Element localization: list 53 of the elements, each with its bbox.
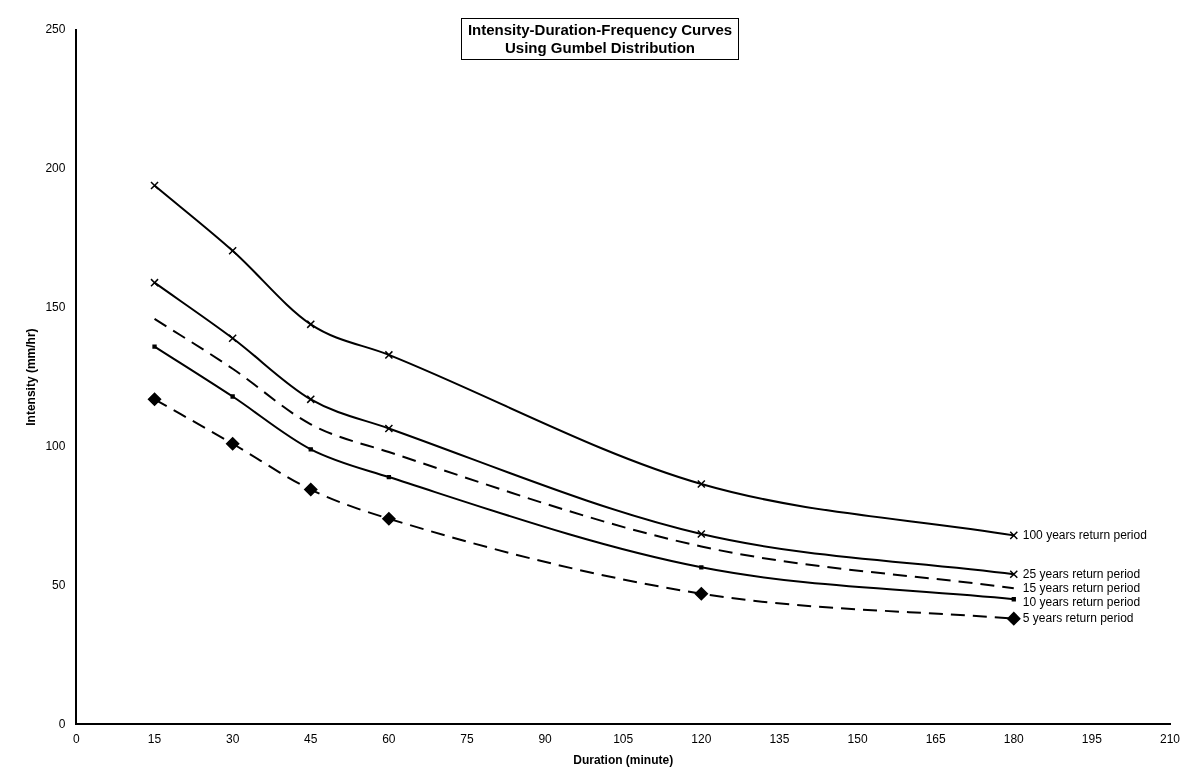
series-label: 5 years return period [1022,610,1134,625]
x-tick-label: 90 [538,731,553,746]
y-tick-label: 250 [45,22,66,37]
point [306,320,316,329]
point [1007,611,1021,626]
series-label: 25 years return period [1022,566,1141,581]
point [304,482,318,497]
point [386,474,392,480]
x-tick-label: 15 [147,731,162,746]
point [697,479,706,489]
point [308,447,313,452]
y-tick-label: 0 [58,716,66,731]
point [697,529,706,539]
point [230,394,235,399]
point [694,586,709,601]
point [1009,531,1019,540]
series-label: 100 years return period [1022,527,1147,542]
x-tick-label: 135 [769,731,790,746]
x-tick-label: 210 [1159,731,1181,746]
y-tick-label: 200 [45,161,66,176]
point [150,278,159,287]
point [1009,569,1019,579]
point [699,565,704,570]
x-tick-label: 75 [460,731,474,746]
x-tick-label: 105 [613,731,634,746]
x-tick-label: 165 [925,731,946,746]
point [228,333,237,343]
point [1011,597,1016,602]
x-axis-title: Duration (minute) [573,753,674,768]
point [147,392,162,407]
x-tick-label: 120 [691,731,712,746]
point [384,424,394,433]
point [152,344,157,349]
x-tick-label: 30 [225,731,240,746]
point [150,181,159,190]
y-tick-label: 50 [52,577,66,592]
y-tick-label: 100 [45,438,66,453]
x-tick-label: 0 [73,731,81,746]
chart-title: Intensity-Duration-Frequency Curves Using Gumbel Distribution [460,18,740,60]
point [225,436,240,451]
y-axis-title: Intensity (mm/hr) [23,328,38,426]
x-tick-label: 60 [382,731,396,746]
x-tick-label: 150 [847,731,868,746]
x-tick-label: 45 [304,731,318,746]
series-label: 10 years return period [1022,594,1141,609]
y-tick-label: 150 [45,299,66,314]
point [228,246,237,256]
point [306,395,316,404]
x-tick-label: 180 [1003,731,1025,746]
point [384,350,394,360]
x-tick-label: 195 [1081,731,1103,746]
point [382,511,396,526]
series-label: 15 years return period [1022,580,1141,595]
